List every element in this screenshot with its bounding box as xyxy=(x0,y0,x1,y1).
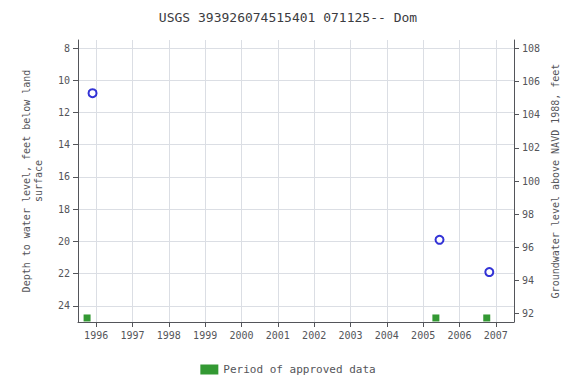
svg-text:12: 12 xyxy=(58,107,70,118)
svg-text:24: 24 xyxy=(58,300,70,311)
svg-text:94: 94 xyxy=(522,275,534,286)
svg-text:Depth to water level, feet bel: Depth to water level, feet below land xyxy=(21,70,32,293)
svg-text:1999: 1999 xyxy=(193,330,217,341)
svg-text:108: 108 xyxy=(522,43,540,54)
svg-text:2000: 2000 xyxy=(229,330,253,341)
svg-text:1996: 1996 xyxy=(84,330,108,341)
svg-text:2005: 2005 xyxy=(411,330,435,341)
svg-text:104: 104 xyxy=(522,109,540,120)
svg-text:92: 92 xyxy=(522,308,534,319)
svg-text:10: 10 xyxy=(58,75,70,86)
svg-text:98: 98 xyxy=(522,209,534,220)
svg-text:14: 14 xyxy=(58,139,70,150)
svg-text:96: 96 xyxy=(522,242,534,253)
svg-text:surface: surface xyxy=(33,160,44,202)
svg-text:20: 20 xyxy=(58,236,70,247)
svg-text:102: 102 xyxy=(522,142,540,153)
svg-text:2002: 2002 xyxy=(302,330,326,341)
svg-text:2006: 2006 xyxy=(447,330,471,341)
svg-text:22: 22 xyxy=(58,268,70,279)
svg-text:1998: 1998 xyxy=(157,330,181,341)
svg-text:USGS 393926074515401 071125--: USGS 393926074515401 071125-- Dom xyxy=(159,10,417,25)
svg-text:2003: 2003 xyxy=(338,330,362,341)
svg-text:1997: 1997 xyxy=(120,330,144,341)
svg-text:Period of approved data: Period of approved data xyxy=(223,363,375,376)
svg-text:2001: 2001 xyxy=(266,330,290,341)
svg-text:2007: 2007 xyxy=(484,330,508,341)
svg-text:106: 106 xyxy=(522,76,540,87)
svg-text:16: 16 xyxy=(58,171,70,182)
svg-text:2004: 2004 xyxy=(375,330,399,341)
svg-text:100: 100 xyxy=(522,176,540,187)
svg-text:Groundwater level above NAVD 1: Groundwater level above NAVD 1988, feet xyxy=(550,64,561,299)
svg-text:18: 18 xyxy=(58,204,70,215)
svg-text:8: 8 xyxy=(64,43,70,54)
